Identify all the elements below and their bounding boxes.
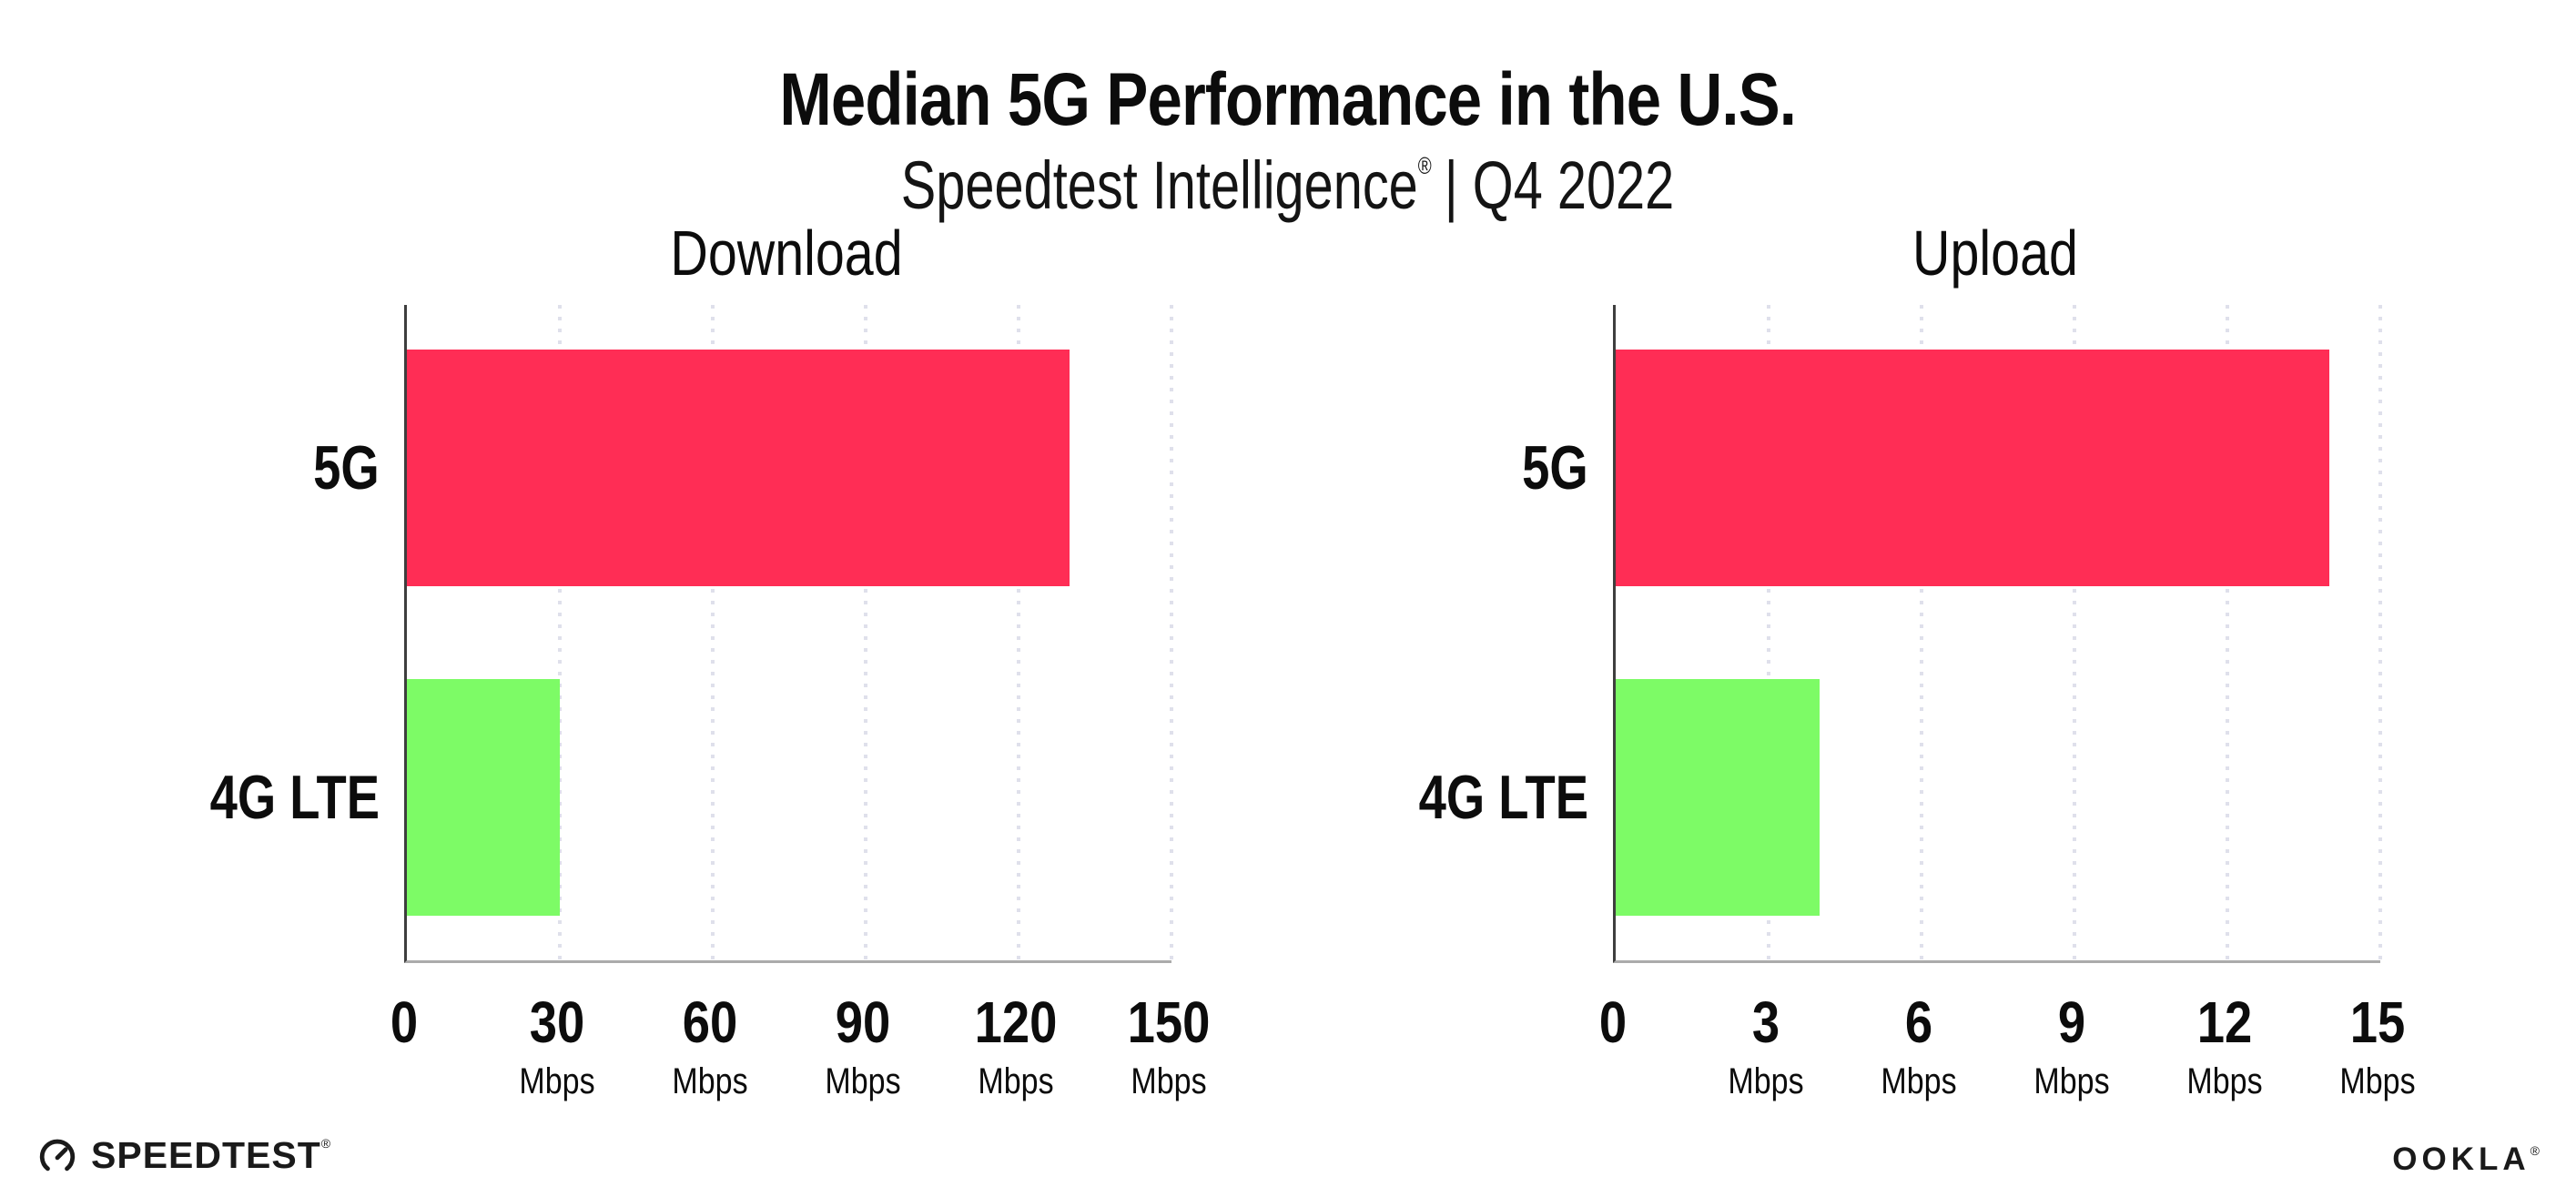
x-tick-60: 60 Mbps — [665, 989, 755, 1102]
x-tick-3: 3 Mbps — [1721, 989, 1810, 1102]
speedtest-wordmark-text: SPEEDTEST — [91, 1134, 321, 1176]
page-subtitle-text: Speedtest Intelligence® | Q4 2022 — [901, 147, 1674, 224]
speedtest-logo: SPEEDTEST® — [36, 1134, 331, 1177]
subtitle-brand: Speedtest Intelligence — [901, 147, 1419, 224]
upload-category-label-4g-lte: 4G LTE — [1418, 763, 1588, 832]
download-bar-5g — [407, 350, 1070, 587]
x-tick-6: 6 Mbps — [1874, 989, 1963, 1102]
registered-mark-icon: ® — [1418, 152, 1433, 180]
x-tick-value: 0 — [1598, 989, 1628, 1055]
x-tick-value: 15 — [2349, 989, 2406, 1055]
gridline-9 — [2073, 305, 2076, 960]
gridline-90 — [864, 305, 867, 960]
x-tick-unit: Mbps — [978, 1061, 1054, 1101]
x-tick-value: 150 — [1127, 989, 1211, 1055]
ookla-logo: OOKLA® — [2392, 1141, 2540, 1178]
page-subtitle: Speedtest Intelligence® | Q4 2022 — [0, 147, 2576, 224]
gridline-30 — [558, 305, 562, 960]
subtitle-period: | Q4 2022 — [1445, 147, 1675, 224]
x-tick-unit: Mbps — [825, 1061, 901, 1101]
gridline-12 — [2226, 305, 2229, 960]
download-category-label-5g: 5G — [313, 432, 380, 502]
download-chart-title: Download — [670, 218, 903, 289]
x-tick-150: 150 Mbps — [1121, 989, 1218, 1102]
ookla-registered-mark-icon: ® — [2530, 1143, 2540, 1158]
x-tick-value: 9 — [2057, 989, 2086, 1055]
gridline-150 — [1170, 305, 1173, 960]
download-plot-area: 5G 4G LTE — [210, 305, 1173, 963]
x-tick-unit: Mbps — [1728, 1061, 1804, 1101]
upload-x-axis-ticks: 0Mbps3Mbps6Mbps9Mbps12Mbps15Mbps — [1599, 989, 2416, 1116]
x-tick-unit: Mbps — [1881, 1061, 1957, 1101]
x-tick-90: 90 Mbps — [818, 989, 908, 1102]
x-tick-value: 12 — [2196, 989, 2253, 1055]
speedtest-wordmark: SPEEDTEST® — [91, 1134, 331, 1177]
x-tick-value: 30 — [529, 989, 585, 1055]
download-bar-4g-lte — [407, 678, 560, 916]
speedtest-gauge-icon — [39, 1139, 76, 1171]
x-tick-unit: Mbps — [1131, 1061, 1207, 1101]
x-tick-value: 120 — [974, 989, 1058, 1055]
x-tick-value: 0 — [390, 989, 419, 1055]
x-tick-unit: Mbps — [2033, 1061, 2110, 1101]
x-tick-unit: Mbps — [2339, 1061, 2416, 1101]
x-tick-120: 120 Mbps — [968, 989, 1065, 1102]
page-title: Median 5G Performance in the U.S. — [0, 57, 2576, 143]
speedtest-registered-mark-icon: ® — [320, 1136, 332, 1151]
x-tick-value: 90 — [835, 989, 891, 1055]
x-tick-unit: Mbps — [2186, 1061, 2263, 1101]
upload-chart-title: Upload — [1912, 218, 2078, 289]
x-tick-30: 30 Mbps — [512, 989, 602, 1102]
upload-category-label-5g: 5G — [1522, 432, 1588, 502]
gridline-120 — [1017, 305, 1020, 960]
upload-plot-area: 5G 4G LTE — [1419, 305, 2382, 963]
download-x-axis-ticks: 0Mbps30Mbps60Mbps90Mbps120Mbps150Mbps — [390, 989, 1211, 1116]
page-title-text: Median 5G Performance in the U.S. — [779, 57, 1798, 141]
x-tick-15: 15 Mbps — [2333, 989, 2422, 1102]
upload-bar-4g-lte — [1616, 678, 1820, 916]
upload-bar-5g — [1616, 350, 2329, 587]
x-tick-value: 6 — [1904, 989, 1933, 1055]
x-tick-unit: Mbps — [672, 1061, 748, 1101]
ookla-wordmark-text: OOKLA — [2392, 1141, 2530, 1177]
x-tick-12: 12 Mbps — [2180, 989, 2269, 1102]
download-category-label-4g-lte: 4G LTE — [209, 763, 380, 832]
x-tick-9: 9 Mbps — [2027, 989, 2116, 1102]
x-tick-unit: Mbps — [519, 1061, 595, 1101]
gridline-6 — [1920, 305, 1923, 960]
x-tick-value: 60 — [682, 989, 738, 1055]
gridline-15 — [2378, 305, 2382, 960]
gridline-60 — [711, 305, 715, 960]
x-tick-value: 3 — [1751, 989, 1780, 1055]
gridline-3 — [1767, 305, 1770, 960]
